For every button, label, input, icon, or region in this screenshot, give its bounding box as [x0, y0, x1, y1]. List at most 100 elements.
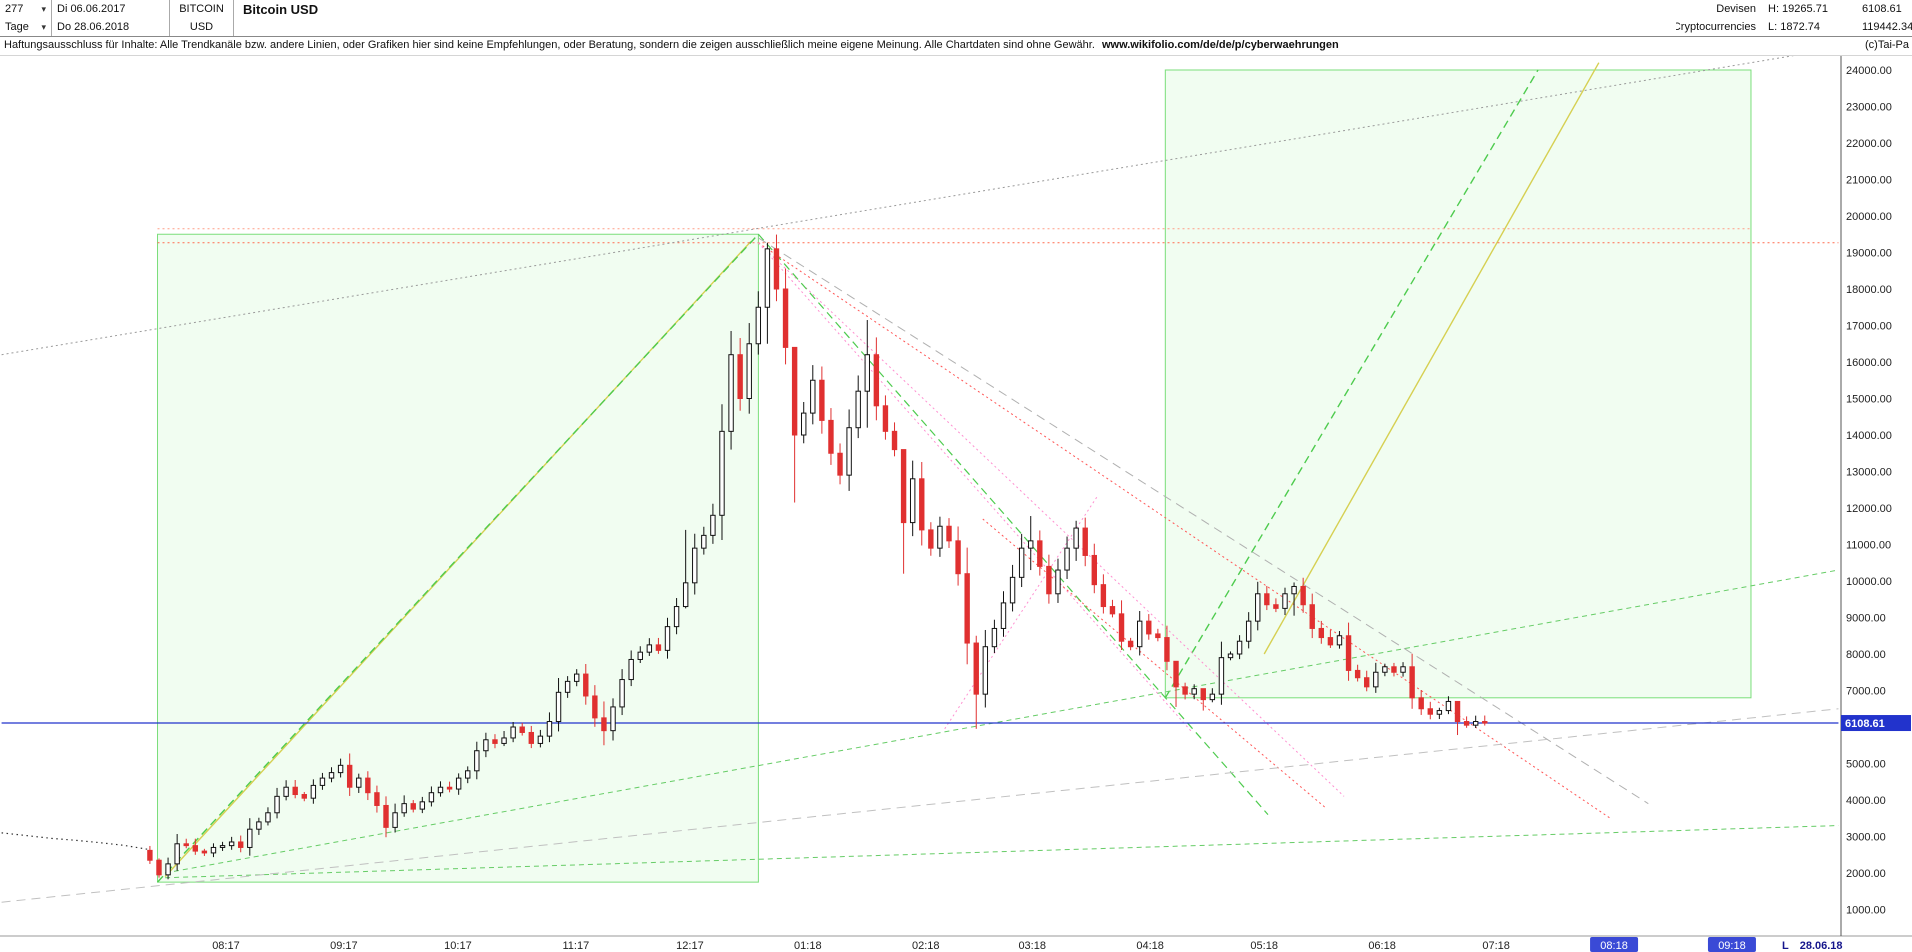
period-dropdown[interactable]: Tage ▾ — [0, 18, 52, 36]
candle — [728, 354, 734, 432]
candle — [1309, 604, 1315, 629]
candle — [764, 248, 771, 308]
candle — [492, 739, 498, 744]
date-from-field[interactable]: Di 06.06.2017 — [52, 0, 170, 18]
trend-line — [1263, 62, 1600, 655]
symbol-currency: USD — [170, 18, 234, 36]
candle — [1482, 721, 1488, 724]
candle — [1282, 593, 1288, 609]
wikifolio-link[interactable]: www.wikifolio.com/de/de/p/cyberwaehrunge… — [1101, 39, 1339, 51]
candle — [1373, 671, 1379, 688]
x-axis-label: 12:17 — [676, 940, 704, 952]
y-axis-label: 4000.00 — [1846, 795, 1886, 807]
candle — [301, 794, 307, 799]
chevron-down-icon: ▾ — [41, 21, 46, 32]
candle — [1091, 554, 1097, 586]
y-axis-label: 21000.00 — [1846, 175, 1892, 187]
y-axis-label: 22000.00 — [1846, 138, 1892, 150]
candle — [238, 841, 244, 848]
trend-line — [758, 237, 1649, 805]
y-axis-label: 12000.00 — [1846, 503, 1892, 515]
candle — [1200, 688, 1206, 701]
candle — [1018, 547, 1025, 578]
candle — [1273, 604, 1279, 609]
candle — [955, 540, 961, 575]
candle — [1354, 669, 1361, 679]
candle — [465, 770, 471, 779]
candle — [1073, 527, 1079, 549]
candle — [419, 801, 426, 810]
candle — [219, 845, 226, 848]
candle — [365, 777, 371, 794]
current-price-value: 6108.61 — [1845, 718, 1885, 730]
candle — [1300, 585, 1306, 606]
candle — [864, 354, 870, 392]
candle — [973, 642, 979, 695]
month-highlight — [1707, 937, 1756, 952]
y-axis-label: 2000.00 — [1846, 868, 1886, 880]
trend-box — [1164, 69, 1752, 699]
period-value: Tage — [5, 21, 29, 33]
candle — [692, 547, 698, 584]
page-title: Bitcoin USD — [243, 1, 319, 17]
candle — [1336, 635, 1343, 646]
trend-line — [157, 233, 759, 883]
candle — [210, 846, 217, 854]
candle — [891, 430, 898, 451]
candle — [455, 777, 462, 790]
candle — [1345, 635, 1352, 671]
candle — [1028, 540, 1034, 549]
candle — [201, 850, 208, 854]
y-axis-label: 13000.00 — [1846, 467, 1892, 479]
candle — [782, 288, 789, 348]
x-axis-label: 08:17 — [212, 940, 240, 952]
candle — [247, 828, 253, 848]
y-axis-label: 5000.00 — [1846, 759, 1886, 771]
candle — [437, 786, 444, 794]
candle — [1463, 721, 1470, 726]
candle — [737, 354, 743, 400]
candle — [819, 379, 825, 421]
y-axis-label: 16000.00 — [1846, 357, 1892, 369]
candle — [401, 803, 407, 814]
trend-line — [758, 242, 1193, 733]
candle — [628, 658, 634, 681]
candle — [328, 772, 335, 779]
candle — [646, 644, 653, 653]
chevron-down-icon: ▾ — [41, 3, 46, 14]
candle — [1191, 688, 1197, 695]
candle — [1173, 660, 1179, 688]
y-axis-label: 19000.00 — [1846, 248, 1892, 260]
candle — [292, 786, 298, 796]
date-to-field[interactable]: Do 28.06.2018 — [52, 18, 170, 36]
candle — [746, 343, 752, 399]
x-axis-label: 06:18 — [1368, 940, 1396, 952]
titlebar: 277 ▾ Di 06.06.2017 BITCOIN Bitcoin USD … — [0, 0, 1912, 37]
candle — [1009, 576, 1016, 604]
candle — [673, 606, 680, 628]
bars-count-dropdown[interactable]: 277 ▾ — [0, 0, 52, 18]
candle — [855, 390, 861, 429]
candle — [183, 843, 189, 847]
candle — [1255, 593, 1261, 622]
category-label: Devisen — [1716, 3, 1756, 15]
candle — [147, 849, 153, 861]
x-axis-label: 04:18 — [1136, 940, 1164, 952]
x-axis-label: 10:17 — [444, 940, 472, 952]
candle — [1382, 666, 1388, 673]
candle — [374, 792, 380, 806]
candle — [1218, 657, 1225, 695]
x-axis-label: 05:18 — [1250, 940, 1278, 952]
candle — [601, 717, 607, 732]
candle — [174, 843, 180, 865]
high-value: H: 19265.71 — [1768, 3, 1828, 15]
candle — [1100, 584, 1107, 608]
candle — [156, 859, 162, 876]
y-axis-label: 14000.00 — [1846, 430, 1892, 442]
candle — [1064, 547, 1070, 571]
trend-line — [1164, 69, 1539, 699]
y-axis-label: 17000.00 — [1846, 321, 1892, 333]
candle — [483, 739, 489, 752]
y-axis-label: 7000.00 — [1846, 686, 1886, 698]
candle — [1409, 666, 1415, 699]
